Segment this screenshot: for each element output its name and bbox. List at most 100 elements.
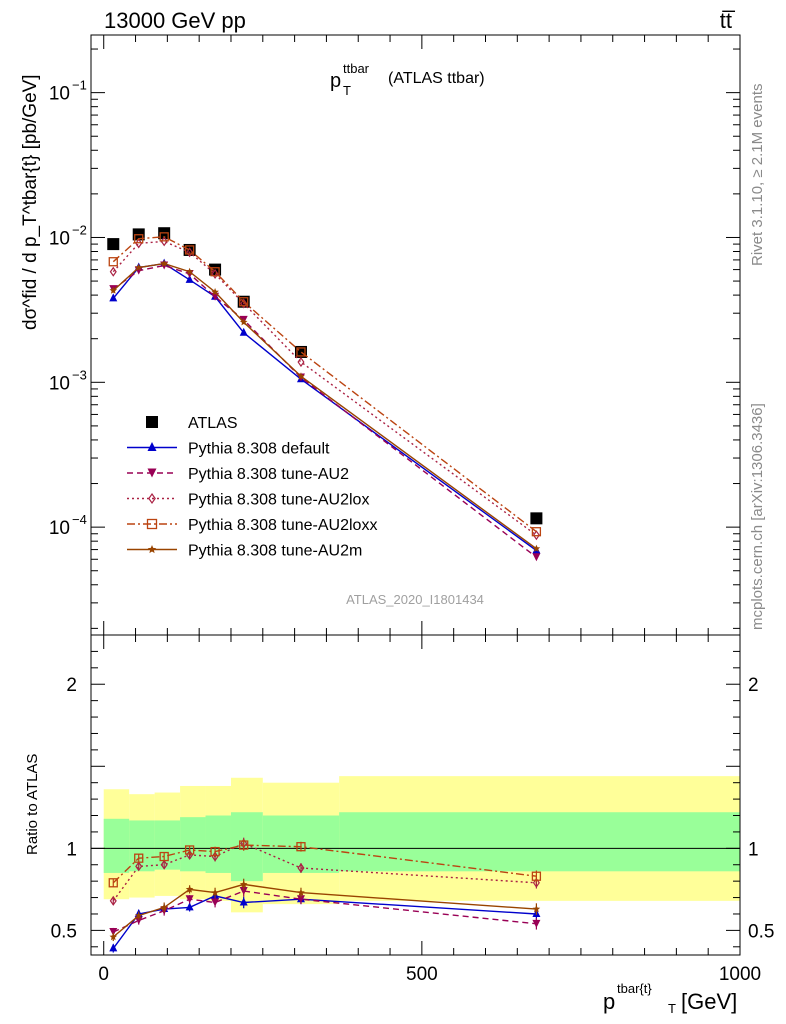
ratio-point — [239, 897, 248, 906]
ratio-point — [184, 845, 195, 855]
main-point — [186, 247, 194, 258]
main-title-p: p — [330, 70, 341, 92]
main-point — [530, 512, 543, 525]
main-ytick-exponent: −3 — [72, 367, 87, 382]
ratio-point — [185, 895, 194, 904]
ratio-point — [210, 846, 220, 857]
main-point — [109, 286, 118, 294]
main-ytick-label: 10 — [49, 373, 70, 394]
main-point — [211, 288, 219, 296]
ratio-point — [159, 851, 169, 862]
analysis-label: ATLAS_2020_I1801434 — [346, 592, 484, 607]
main-ytick-exponent: −1 — [72, 78, 87, 93]
ratio-ytick-label: 1 — [66, 839, 77, 860]
legend-marker — [147, 545, 157, 554]
ratio-series-line — [113, 890, 537, 933]
main-ylabel-text: dσ^fid / d p_T^tbar{t} [pb/GeV] — [20, 74, 41, 330]
ratio-point — [297, 888, 305, 896]
main-point — [532, 553, 541, 562]
legend-marker — [147, 442, 157, 451]
ratio-xtick-label: 1000 — [719, 964, 761, 985]
main-point — [297, 356, 305, 368]
ratio-point — [239, 840, 249, 850]
ratio-point — [160, 859, 168, 870]
legend-marker — [148, 492, 156, 505]
main-series-line — [112, 236, 537, 533]
main-point — [185, 267, 194, 275]
ratio-point — [108, 878, 118, 888]
ratio-point — [532, 877, 540, 888]
ratio-ytick-label-right: 1 — [748, 839, 759, 860]
ratio-panel: 0.5 0.5 1 1 2 2 0 500 1000 — [51, 635, 774, 985]
ratio-ytick-label-right: 2 — [748, 675, 759, 696]
main-series-line — [112, 264, 537, 558]
main-ytick-label: 10 — [49, 228, 70, 249]
xlabel-sup: tbar{t} — [617, 981, 652, 996]
main-point — [160, 236, 168, 247]
xlabel-p: p — [603, 989, 615, 1014]
ratio-point — [134, 911, 143, 919]
legend-label: Pythia 8.308 tune-AU2 — [188, 466, 349, 483]
main-title-rest: (ATLAS ttbar) — [388, 70, 485, 87]
ratio-band-inner — [103, 818, 130, 873]
ratio-point — [296, 895, 305, 904]
main-point — [240, 298, 248, 309]
legend-label: Pythia 8.308 tune-AU2lox — [188, 492, 369, 509]
main-point — [107, 238, 120, 251]
ratio-point — [532, 905, 541, 913]
main-point — [239, 318, 248, 326]
ratio-point — [109, 928, 118, 937]
main-point — [109, 266, 117, 277]
ratio-point — [185, 902, 194, 911]
ratio-point — [109, 895, 117, 906]
ratio-point — [296, 842, 306, 852]
rivet-label: Rivet 3.1.10, ≥ 2.1M events — [749, 84, 766, 267]
ratio-xtick-label: 0 — [98, 964, 109, 985]
ratio-ylabel: Ratio to ATLAS — [24, 754, 41, 855]
ratio-point — [185, 885, 194, 893]
main-ytick-label: 10 — [49, 518, 70, 539]
ratio-ytick-label-right: 0.5 — [748, 921, 774, 942]
main-point — [109, 293, 118, 302]
main-point — [210, 267, 220, 277]
main-ytick-exponent: −2 — [72, 222, 87, 237]
ratio-band-inner — [339, 812, 740, 872]
main-point — [108, 257, 118, 267]
main-point — [296, 347, 306, 357]
ratio-ytick-label: 2 — [66, 675, 77, 696]
ratio-point — [297, 862, 305, 874]
main-title-sub: T — [343, 83, 351, 98]
main-series-line — [112, 262, 537, 550]
ratio-point — [239, 880, 248, 888]
legend: ATLAS Pythia 8.308 default Pythia 8.308 tu… — [127, 415, 377, 560]
header-right: tt̅ — [720, 8, 736, 33]
main-point — [531, 527, 542, 537]
ratio-point — [135, 861, 143, 872]
ratio-xtick-label: 500 — [406, 964, 438, 985]
ratio-point — [531, 871, 542, 881]
ratio-point — [239, 887, 248, 895]
main-title-sup: ttbar — [343, 61, 370, 76]
legend-marker — [146, 518, 158, 530]
ratio-frame — [90, 634, 741, 956]
legend-label: ATLAS — [188, 415, 238, 432]
main-point — [184, 245, 195, 255]
main-panel: 10−110−210−310−4 — [49, 35, 741, 635]
ratio-ytick-label: 0.5 — [51, 921, 77, 942]
ratio-series-line — [112, 895, 537, 949]
mcplots-label: mcplots.cern.ch [arXiv:1306.3436] — [749, 403, 766, 630]
ratio-point — [211, 898, 220, 907]
header-left: 13000 GeV pp — [104, 8, 246, 33]
main-point — [159, 232, 169, 242]
legend-label: Pythia 8.308 default — [188, 441, 330, 458]
main-point — [239, 297, 249, 307]
main-point — [134, 263, 143, 271]
main-point — [135, 238, 143, 249]
ratio-point — [532, 919, 541, 928]
ratio-band-inner — [205, 815, 231, 873]
xlabel-sub: T — [668, 1001, 676, 1016]
legend-marker — [146, 416, 158, 428]
legend-label: Pythia 8.308 tune-AU2m — [188, 543, 362, 560]
legend-marker — [147, 468, 157, 478]
